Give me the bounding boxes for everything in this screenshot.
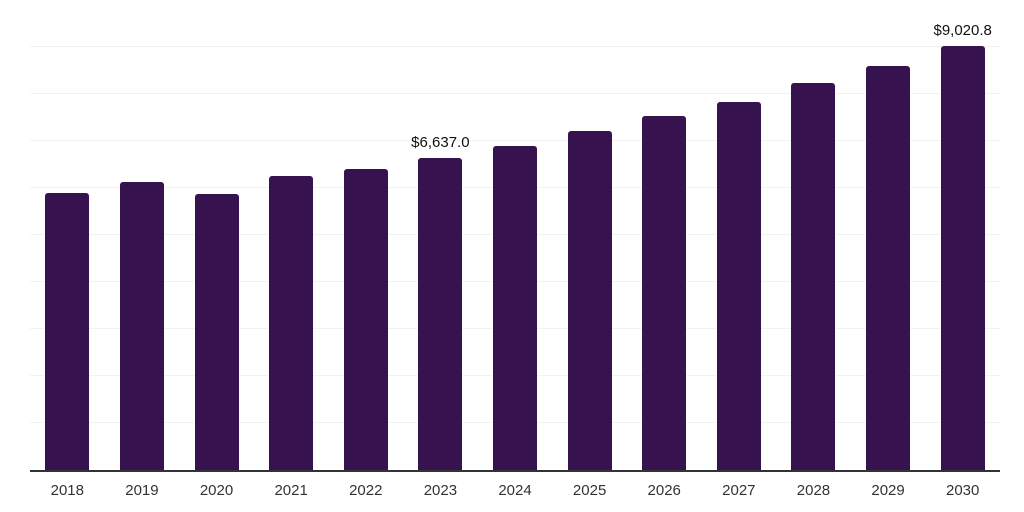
bar-2018 <box>45 193 90 470</box>
bar-2028 <box>791 82 836 470</box>
x-tick-2026: 2026 <box>647 482 681 499</box>
bar-2019 <box>119 182 164 470</box>
x-tick-2023: 2023 <box>423 482 458 499</box>
x-tick-2029: 2029 <box>871 482 905 499</box>
gridline <box>30 140 1000 141</box>
bar-2020 <box>194 194 239 470</box>
bar-2025 <box>567 131 612 470</box>
x-tick-2022: 2022 <box>349 482 383 499</box>
bar-2021 <box>269 176 314 470</box>
bar-2029 <box>866 65 911 470</box>
bar-2023 <box>418 158 463 470</box>
gridline <box>30 46 1000 47</box>
x-tick-2028: 2028 <box>796 482 831 499</box>
x-tick-2025: 2025 <box>572 482 607 499</box>
bar-2030 <box>940 46 985 470</box>
x-tick-2018: 2018 <box>50 482 84 499</box>
data-label-2030: $9,020.8 <box>933 22 992 40</box>
x-tick-2027: 2027 <box>722 482 756 499</box>
x-tick-2021: 2021 <box>274 482 308 499</box>
x-tick-2030: 2030 <box>946 482 980 499</box>
x-tick-2019: 2019 <box>125 482 159 499</box>
bar-2027 <box>716 102 761 470</box>
x-tick-2024: 2024 <box>498 482 532 499</box>
data-label-2023: $6,637.0 <box>411 134 470 152</box>
x-tick-2020: 2020 <box>199 482 234 499</box>
x-axis: 2018 2019 2020 2021 2022 2023 2024 2025 2026 2027… <box>30 482 1000 506</box>
bar-2022 <box>343 168 388 470</box>
bar-2024 <box>493 145 537 470</box>
bar-2026 <box>642 116 687 470</box>
plot-area: $6,637.0 $9,020.8 <box>30 0 1000 472</box>
gridline <box>30 93 1000 94</box>
